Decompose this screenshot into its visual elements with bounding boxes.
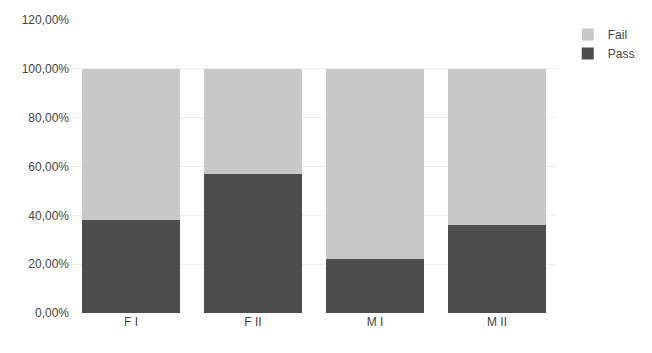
- svg-text:100,00%: 100,00%: [22, 62, 70, 76]
- svg-text:M II: M II: [487, 315, 507, 329]
- svg-text:60,00%: 60,00%: [28, 160, 69, 174]
- svg-text:40,00%: 40,00%: [28, 209, 69, 223]
- svg-text:Pass: Pass: [608, 47, 635, 61]
- svg-text:F I: F I: [124, 315, 138, 329]
- svg-text:20,00%: 20,00%: [28, 257, 69, 271]
- svg-text:F II: F II: [244, 315, 261, 329]
- svg-text:120,00%: 120,00%: [22, 13, 70, 27]
- svg-text:80,00%: 80,00%: [28, 111, 69, 125]
- svg-text:Fail: Fail: [608, 28, 627, 42]
- svg-text:M I: M I: [367, 315, 384, 329]
- svg-text:0,00%: 0,00%: [35, 306, 69, 320]
